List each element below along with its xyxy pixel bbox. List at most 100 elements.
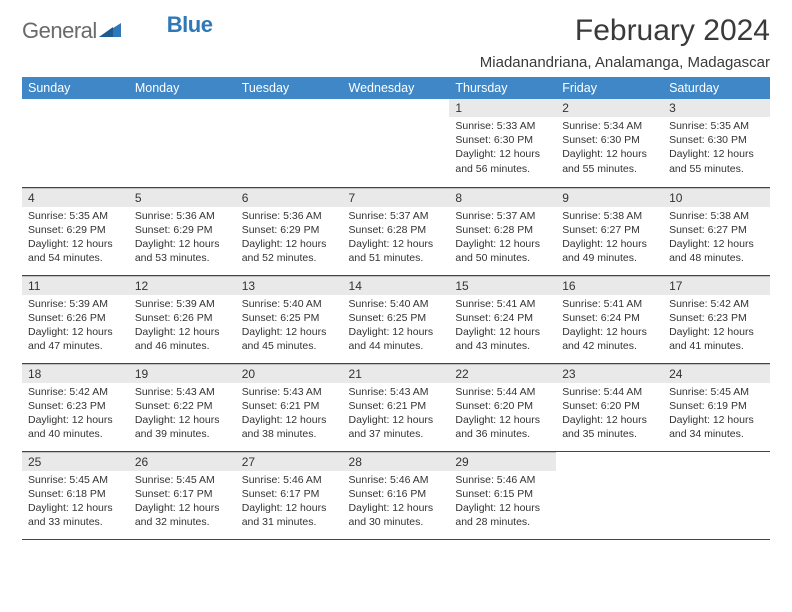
- sunrise-text: Sunrise: 5:33 AM: [455, 119, 550, 133]
- logo: General Blue: [22, 18, 212, 44]
- sunrise-text: Sunrise: 5:43 AM: [349, 385, 444, 399]
- daylight-text: Daylight: 12 hours and 48 minutes.: [669, 237, 764, 265]
- sunset-text: Sunset: 6:17 PM: [242, 487, 337, 501]
- sunset-text: Sunset: 6:30 PM: [562, 133, 657, 147]
- day-details: Sunrise: 5:38 AMSunset: 6:27 PMDaylight:…: [663, 207, 770, 270]
- sunrise-text: Sunrise: 5:37 AM: [349, 209, 444, 223]
- calendar-day-cell: 6Sunrise: 5:36 AMSunset: 6:29 PMDaylight…: [236, 187, 343, 275]
- day-details: Sunrise: 5:43 AMSunset: 6:22 PMDaylight:…: [129, 383, 236, 446]
- day-details: Sunrise: 5:41 AMSunset: 6:24 PMDaylight:…: [449, 295, 556, 358]
- day-details: Sunrise: 5:40 AMSunset: 6:25 PMDaylight:…: [236, 295, 343, 358]
- calendar-week-row: 25Sunrise: 5:45 AMSunset: 6:18 PMDayligh…: [22, 451, 770, 539]
- day-number: 14: [343, 276, 450, 295]
- sunset-text: Sunset: 6:29 PM: [28, 223, 123, 237]
- sunset-text: Sunset: 6:30 PM: [669, 133, 764, 147]
- calendar-page: General Blue February 2024 Miadanandrian…: [0, 0, 792, 554]
- calendar-day-cell: 25Sunrise: 5:45 AMSunset: 6:18 PMDayligh…: [22, 451, 129, 539]
- calendar-day-cell: 26Sunrise: 5:45 AMSunset: 6:17 PMDayligh…: [129, 451, 236, 539]
- day-header: Sunday: [22, 77, 129, 99]
- sunset-text: Sunset: 6:28 PM: [349, 223, 444, 237]
- sunset-text: Sunset: 6:15 PM: [455, 487, 550, 501]
- day-number: 4: [22, 188, 129, 207]
- daylight-text: Daylight: 12 hours and 44 minutes.: [349, 325, 444, 353]
- daylight-text: Daylight: 12 hours and 45 minutes.: [242, 325, 337, 353]
- daylight-text: Daylight: 12 hours and 37 minutes.: [349, 413, 444, 441]
- calendar-day-cell: 10Sunrise: 5:38 AMSunset: 6:27 PMDayligh…: [663, 187, 770, 275]
- sunset-text: Sunset: 6:30 PM: [455, 133, 550, 147]
- day-number: 9: [556, 188, 663, 207]
- sunset-text: Sunset: 6:29 PM: [242, 223, 337, 237]
- sunrise-text: Sunrise: 5:35 AM: [28, 209, 123, 223]
- day-details: Sunrise: 5:36 AMSunset: 6:29 PMDaylight:…: [129, 207, 236, 270]
- sunrise-text: Sunrise: 5:42 AM: [28, 385, 123, 399]
- page-subtitle: Miadanandriana, Analamanga, Madagascar: [480, 54, 770, 71]
- day-number: 29: [449, 452, 556, 471]
- sunrise-text: Sunrise: 5:38 AM: [669, 209, 764, 223]
- day-details: Sunrise: 5:37 AMSunset: 6:28 PMDaylight:…: [449, 207, 556, 270]
- sunrise-text: Sunrise: 5:46 AM: [242, 473, 337, 487]
- sunrise-text: Sunrise: 5:44 AM: [455, 385, 550, 399]
- daylight-text: Daylight: 12 hours and 49 minutes.: [562, 237, 657, 265]
- calendar-empty-cell: [236, 99, 343, 187]
- calendar-day-cell: 9Sunrise: 5:38 AMSunset: 6:27 PMDaylight…: [556, 187, 663, 275]
- sunset-text: Sunset: 6:18 PM: [28, 487, 123, 501]
- day-number: 20: [236, 364, 343, 383]
- day-details: Sunrise: 5:41 AMSunset: 6:24 PMDaylight:…: [556, 295, 663, 358]
- day-number: 12: [129, 276, 236, 295]
- sunrise-text: Sunrise: 5:39 AM: [135, 297, 230, 311]
- calendar-day-cell: 23Sunrise: 5:44 AMSunset: 6:20 PMDayligh…: [556, 363, 663, 451]
- day-details: Sunrise: 5:35 AMSunset: 6:29 PMDaylight:…: [22, 207, 129, 270]
- day-number: 7: [343, 188, 450, 207]
- day-details: Sunrise: 5:43 AMSunset: 6:21 PMDaylight:…: [343, 383, 450, 446]
- calendar-table: SundayMondayTuesdayWednesdayThursdayFrid…: [22, 77, 770, 540]
- calendar-day-cell: 7Sunrise: 5:37 AMSunset: 6:28 PMDaylight…: [343, 187, 450, 275]
- daylight-text: Daylight: 12 hours and 46 minutes.: [135, 325, 230, 353]
- day-details: Sunrise: 5:36 AMSunset: 6:29 PMDaylight:…: [236, 207, 343, 270]
- sunrise-text: Sunrise: 5:39 AM: [28, 297, 123, 311]
- day-number: 25: [22, 452, 129, 471]
- sunrise-text: Sunrise: 5:44 AM: [562, 385, 657, 399]
- sunset-text: Sunset: 6:28 PM: [455, 223, 550, 237]
- sunrise-text: Sunrise: 5:37 AM: [455, 209, 550, 223]
- day-header: Tuesday: [236, 77, 343, 99]
- sunrise-text: Sunrise: 5:40 AM: [242, 297, 337, 311]
- day-number: 8: [449, 188, 556, 207]
- day-details: Sunrise: 5:45 AMSunset: 6:17 PMDaylight:…: [129, 471, 236, 534]
- calendar-day-cell: 21Sunrise: 5:43 AMSunset: 6:21 PMDayligh…: [343, 363, 450, 451]
- sunset-text: Sunset: 6:25 PM: [242, 311, 337, 325]
- day-number: 15: [449, 276, 556, 295]
- calendar-week-row: 11Sunrise: 5:39 AMSunset: 6:26 PMDayligh…: [22, 275, 770, 363]
- page-title: February 2024: [480, 14, 770, 48]
- calendar-day-cell: 1Sunrise: 5:33 AMSunset: 6:30 PMDaylight…: [449, 99, 556, 187]
- day-number: 17: [663, 276, 770, 295]
- sunrise-text: Sunrise: 5:36 AM: [242, 209, 337, 223]
- day-details: Sunrise: 5:35 AMSunset: 6:30 PMDaylight:…: [663, 117, 770, 180]
- daylight-text: Daylight: 12 hours and 33 minutes.: [28, 501, 123, 529]
- daylight-text: Daylight: 12 hours and 38 minutes.: [242, 413, 337, 441]
- sunset-text: Sunset: 6:17 PM: [135, 487, 230, 501]
- calendar-week-row: 18Sunrise: 5:42 AMSunset: 6:23 PMDayligh…: [22, 363, 770, 451]
- sunset-text: Sunset: 6:26 PM: [135, 311, 230, 325]
- sunset-text: Sunset: 6:23 PM: [669, 311, 764, 325]
- day-details: Sunrise: 5:42 AMSunset: 6:23 PMDaylight:…: [663, 295, 770, 358]
- day-header: Friday: [556, 77, 663, 99]
- sunrise-text: Sunrise: 5:41 AM: [562, 297, 657, 311]
- calendar-empty-cell: [22, 99, 129, 187]
- daylight-text: Daylight: 12 hours and 53 minutes.: [135, 237, 230, 265]
- sunset-text: Sunset: 6:27 PM: [669, 223, 764, 237]
- day-details: Sunrise: 5:33 AMSunset: 6:30 PMDaylight:…: [449, 117, 556, 180]
- sunset-text: Sunset: 6:29 PM: [135, 223, 230, 237]
- day-details: Sunrise: 5:42 AMSunset: 6:23 PMDaylight:…: [22, 383, 129, 446]
- calendar-header-row: SundayMondayTuesdayWednesdayThursdayFrid…: [22, 77, 770, 99]
- day-details: Sunrise: 5:43 AMSunset: 6:21 PMDaylight:…: [236, 383, 343, 446]
- daylight-text: Daylight: 12 hours and 55 minutes.: [669, 147, 764, 175]
- calendar-day-cell: 20Sunrise: 5:43 AMSunset: 6:21 PMDayligh…: [236, 363, 343, 451]
- day-header: Thursday: [449, 77, 556, 99]
- calendar-empty-cell: [129, 99, 236, 187]
- calendar-empty-cell: [343, 99, 450, 187]
- sunrise-text: Sunrise: 5:40 AM: [349, 297, 444, 311]
- sunset-text: Sunset: 6:24 PM: [562, 311, 657, 325]
- daylight-text: Daylight: 12 hours and 55 minutes.: [562, 147, 657, 175]
- day-number: 18: [22, 364, 129, 383]
- daylight-text: Daylight: 12 hours and 35 minutes.: [562, 413, 657, 441]
